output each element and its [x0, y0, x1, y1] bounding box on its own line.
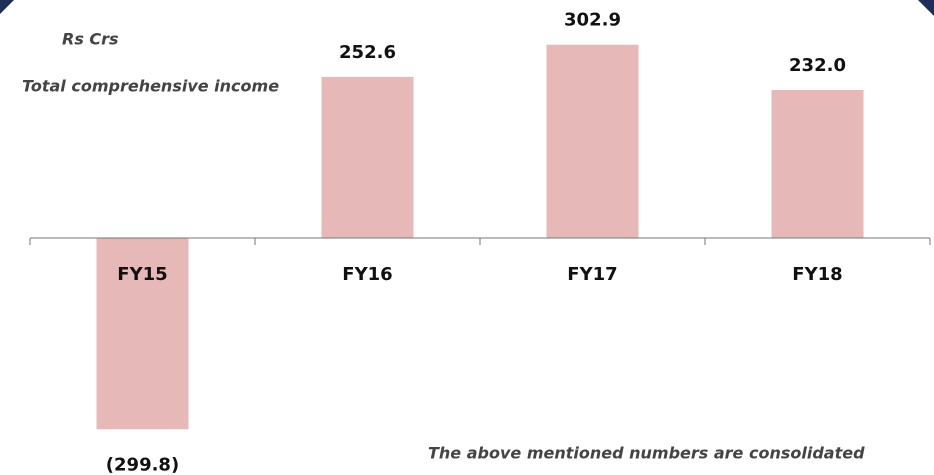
- corner-decoration: [0, 0, 14, 14]
- x-tick-label: FY18: [792, 264, 842, 285]
- data-label: 252.6: [339, 42, 396, 63]
- x-tick-label: FY16: [342, 264, 392, 285]
- corner-decoration: [918, 0, 934, 16]
- chart-title: Total comprehensive income: [22, 77, 279, 96]
- bar: [321, 76, 414, 238]
- x-tick-label: FY17: [567, 264, 617, 285]
- data-label: 302.9: [564, 10, 621, 31]
- unit-label: Rs Crs: [62, 30, 119, 49]
- bar: [546, 44, 639, 238]
- data-label: (299.8): [106, 454, 179, 475]
- bar: [96, 238, 189, 430]
- footnote: The above mentioned numbers are consolid…: [428, 444, 865, 463]
- data-label: 232.0: [789, 55, 846, 76]
- bar: [771, 89, 864, 238]
- x-tick-label: FY15: [117, 264, 167, 285]
